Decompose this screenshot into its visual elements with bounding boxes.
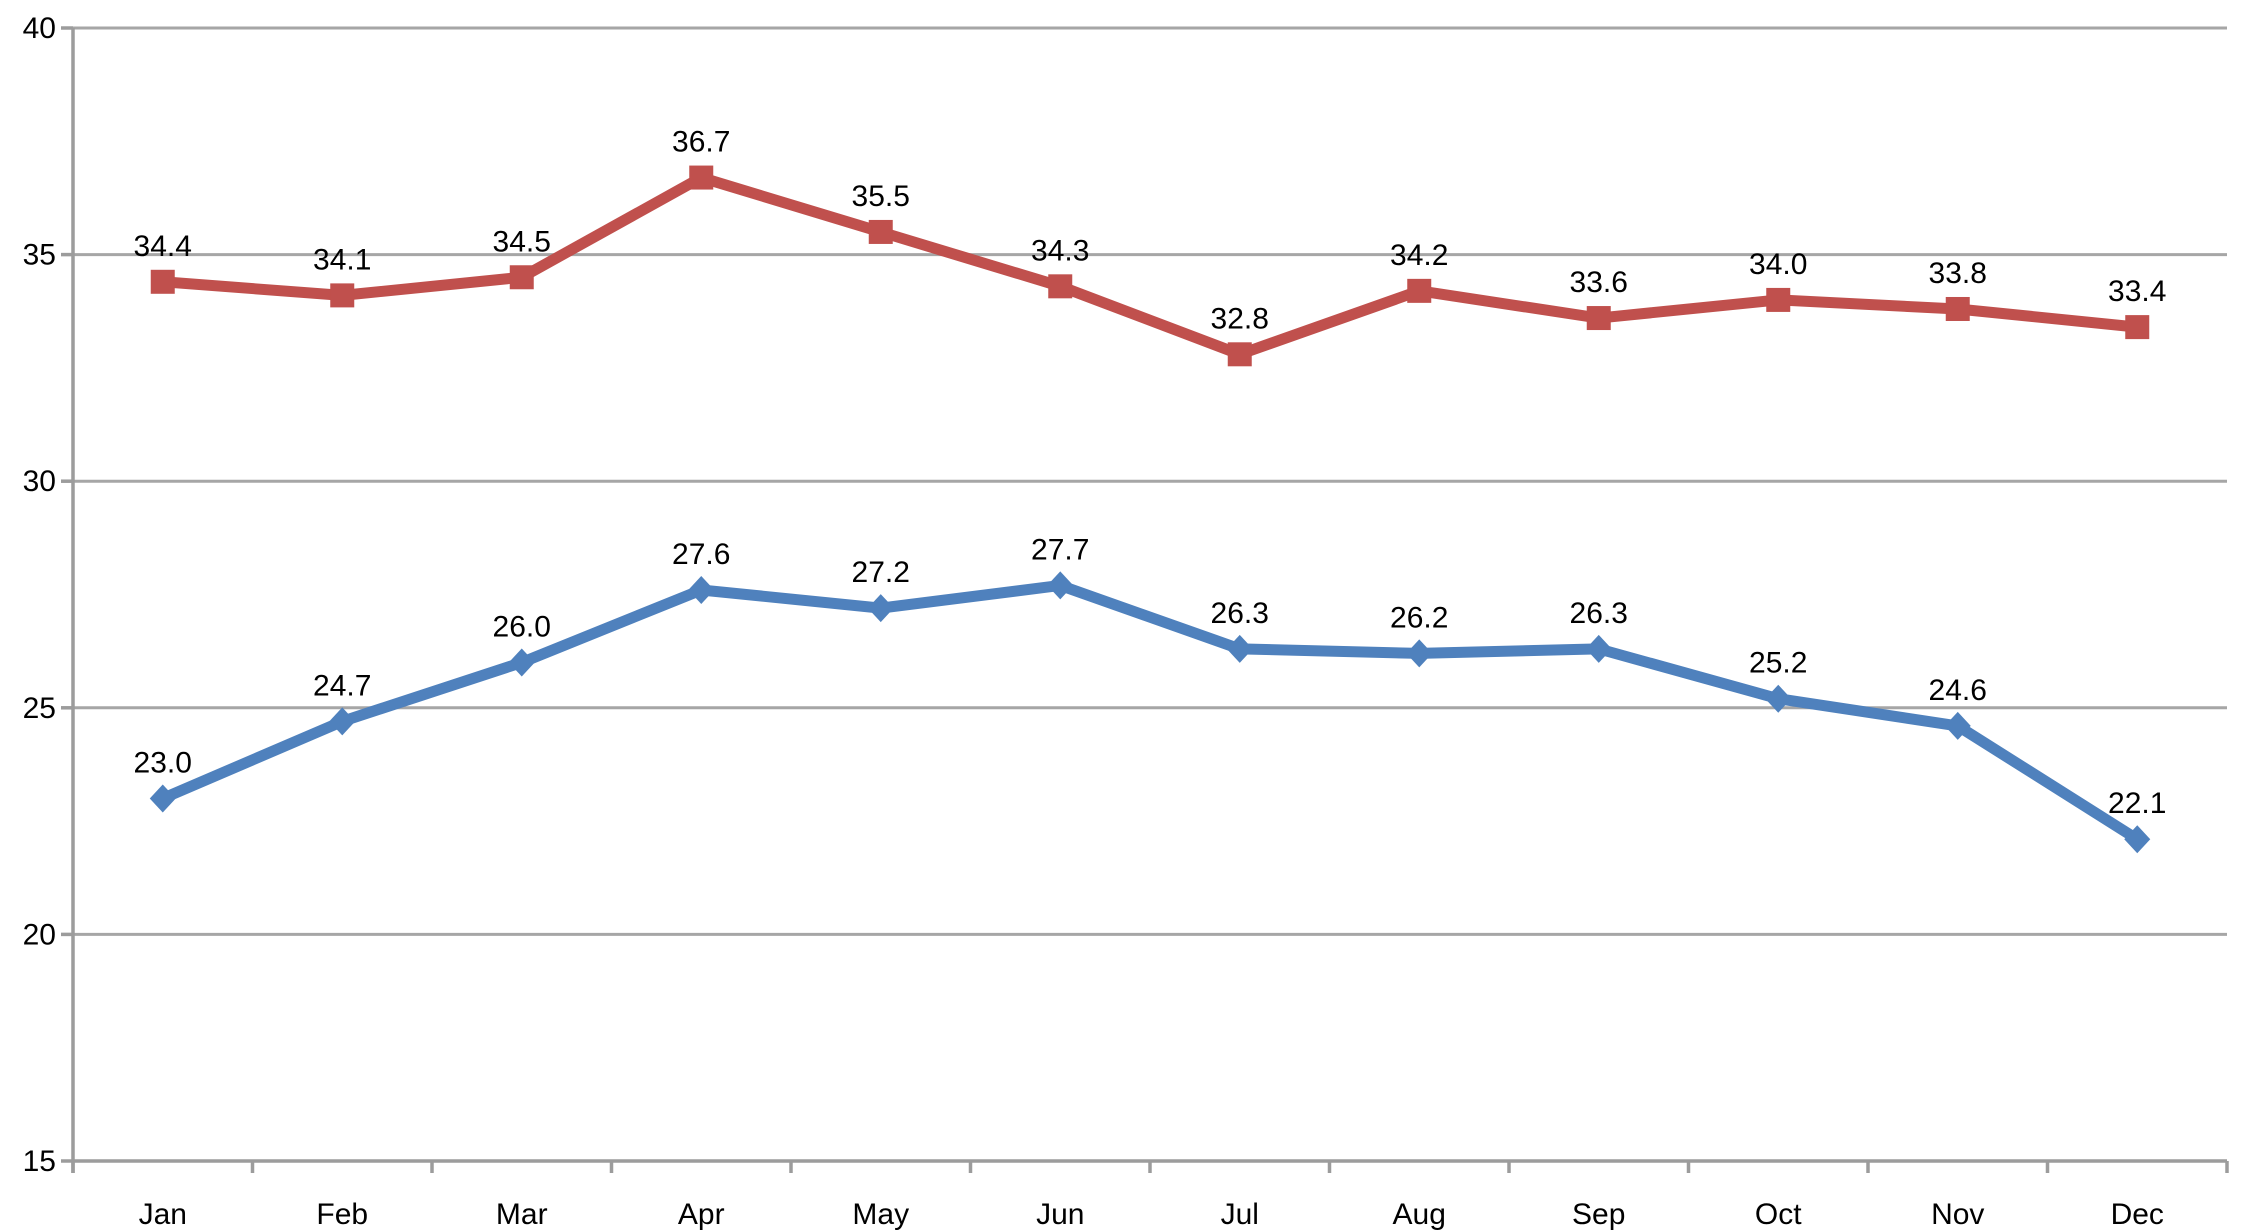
diamond-marker bbox=[1047, 571, 1074, 600]
data-label: 36.7 bbox=[672, 126, 730, 159]
x-axis-label: Oct bbox=[1755, 1198, 1802, 1231]
diamond-marker bbox=[329, 707, 356, 736]
x-axis-label: Jun bbox=[1036, 1198, 1084, 1231]
square-marker bbox=[1945, 296, 1970, 321]
diamond-marker bbox=[2124, 825, 2151, 854]
x-axis-label: May bbox=[852, 1198, 909, 1231]
data-label: 24.6 bbox=[1929, 674, 1987, 707]
square-marker bbox=[509, 265, 534, 290]
data-label: 26.3 bbox=[1570, 597, 1628, 630]
x-axis-label: Apr bbox=[678, 1198, 725, 1231]
x-axis-label: Jul bbox=[1221, 1198, 1259, 1231]
y-axis-label: 30 bbox=[23, 465, 56, 498]
square-marker bbox=[868, 219, 893, 244]
data-label: 33.8 bbox=[1929, 257, 1987, 290]
data-label: 23.0 bbox=[134, 746, 192, 779]
series-blue-diamonds-line bbox=[157, 579, 2143, 845]
data-label: 33.4 bbox=[2108, 275, 2166, 308]
data-label: 27.7 bbox=[1031, 533, 1089, 566]
square-marker bbox=[330, 283, 355, 308]
data-label: 26.2 bbox=[1390, 601, 1448, 634]
data-label: 33.6 bbox=[1570, 266, 1628, 299]
diamond-marker bbox=[1226, 634, 1253, 663]
data-label: 34.2 bbox=[1390, 239, 1448, 272]
diamond-marker bbox=[1944, 711, 1971, 740]
data-label: 35.5 bbox=[852, 180, 910, 213]
data-label: 34.4 bbox=[134, 230, 192, 263]
x-axis-label: Aug bbox=[1393, 1198, 1446, 1231]
diamond-marker bbox=[1406, 639, 1433, 668]
y-axis-label: 15 bbox=[23, 1145, 56, 1178]
data-label: 26.3 bbox=[1211, 597, 1269, 630]
series-red-squares-line bbox=[157, 172, 2143, 360]
diamond-marker bbox=[1765, 684, 1792, 713]
data-label: 34.3 bbox=[1031, 234, 1089, 267]
diamond-marker bbox=[688, 575, 715, 604]
data-label: 22.1 bbox=[2108, 787, 2166, 820]
square-marker bbox=[1766, 287, 1791, 312]
diamond-marker bbox=[508, 648, 535, 677]
data-label: 34.5 bbox=[493, 225, 551, 258]
y-axis-label: 35 bbox=[23, 239, 56, 272]
data-label: 25.2 bbox=[1749, 647, 1807, 680]
data-label: 32.8 bbox=[1211, 302, 1269, 335]
x-axis-label: Feb bbox=[316, 1198, 368, 1231]
square-marker bbox=[689, 165, 714, 190]
data-label: 34.0 bbox=[1749, 248, 1807, 281]
x-axis-label: Mar bbox=[496, 1198, 548, 1231]
data-label: 27.2 bbox=[852, 556, 910, 589]
y-axis-label: 20 bbox=[23, 918, 56, 951]
data-label: 34.1 bbox=[313, 243, 371, 276]
data-label: 24.7 bbox=[313, 669, 371, 702]
square-marker bbox=[2125, 315, 2150, 340]
x-axis-label: Jan bbox=[139, 1198, 187, 1231]
y-axis-label: 40 bbox=[23, 12, 56, 45]
diamond-marker bbox=[149, 784, 176, 813]
diamond-marker bbox=[867, 594, 894, 623]
diamond-marker bbox=[1585, 634, 1612, 663]
x-axis-label: Sep bbox=[1572, 1198, 1625, 1231]
square-marker bbox=[150, 269, 175, 294]
x-axis-label: Dec bbox=[2111, 1198, 2164, 1231]
y-axis-label: 25 bbox=[23, 692, 56, 725]
square-marker bbox=[1227, 342, 1252, 367]
square-marker bbox=[1407, 278, 1432, 303]
x-axis-label: Nov bbox=[1931, 1198, 1984, 1231]
square-marker bbox=[1586, 306, 1611, 331]
data-label: 26.0 bbox=[493, 610, 551, 643]
data-label: 27.6 bbox=[672, 538, 730, 571]
square-marker bbox=[1048, 274, 1073, 299]
